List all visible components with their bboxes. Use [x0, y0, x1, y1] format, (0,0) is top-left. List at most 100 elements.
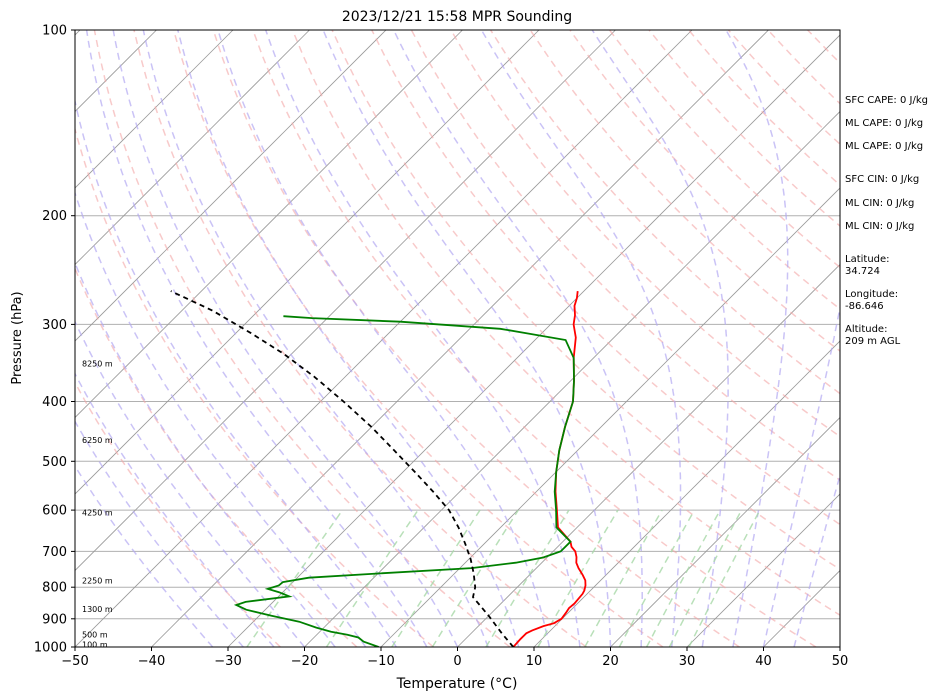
x-tick-label: −20 — [291, 654, 318, 669]
moist-adiabat-line — [591, 30, 729, 647]
moist-adiabat-line — [264, 30, 581, 647]
mixing-ratio-line — [485, 509, 570, 647]
moist-adiabat-line — [177, 30, 520, 647]
isotherm-line — [75, 30, 540, 495]
chart-title: 2023/12/21 15:58 MPR Sounding — [342, 9, 572, 25]
dry-adiabat-line — [291, 30, 840, 617]
dry-adiabat-line — [172, 30, 664, 647]
moist-adiabat-line — [217, 30, 551, 647]
sounding-lines — [170, 290, 587, 647]
y-tick-label: 100 — [42, 24, 67, 39]
y-tick-label: 300 — [42, 318, 67, 333]
y-tick-label: 600 — [42, 504, 67, 519]
y-tick-label: 700 — [42, 545, 67, 560]
moist-adiabat-line — [75, 372, 275, 647]
mixing-ratio-line — [537, 509, 619, 647]
height-label: 500 m — [82, 631, 108, 640]
moist-adiabat-line — [75, 320, 306, 647]
annotation-text: ML CAPE: 0 J/kg — [845, 141, 923, 152]
isotherm-line — [0, 30, 4, 647]
annotation-text: SFC CAPE: 0 J/kg — [845, 95, 928, 106]
dry-adiabat-line — [569, 30, 840, 310]
mixing-ratio-line — [584, 509, 663, 647]
moist-adiabat-line — [142, 30, 489, 647]
dry-adiabat-line — [410, 30, 840, 482]
mixing-ratio-line — [391, 509, 481, 647]
isotherm-line — [610, 416, 840, 647]
x-tick-label: −30 — [214, 654, 241, 669]
annotation-text: 209 m AGL — [845, 336, 901, 347]
mixing-ratio-line — [645, 509, 721, 647]
x-tick-label: −50 — [61, 654, 88, 669]
height-label: 6250 m — [82, 436, 113, 445]
moist-adiabat-line — [725, 30, 789, 647]
temperature-line — [512, 290, 587, 647]
isotherm-line — [75, 30, 310, 266]
isotherm-line — [457, 263, 840, 647]
y-tick-label: 900 — [42, 612, 67, 627]
dry-adiabat-line — [75, 381, 281, 647]
moist-adiabat-line — [480, 30, 682, 647]
moist-adiabat-line — [322, 30, 612, 647]
annotation-text: -86.646 — [845, 301, 884, 312]
dry-adiabat-line — [371, 30, 840, 526]
height-label: 100 m — [82, 640, 108, 649]
dry-adiabat-line — [529, 30, 840, 352]
moist-adiabat-line — [75, 260, 336, 647]
annotation-text: 34.724 — [845, 266, 880, 277]
height-label: 2250 m — [82, 576, 113, 585]
annotation-text: ML CAPE: 0 J/kg — [845, 118, 923, 129]
background-lines — [0, 30, 840, 647]
parcel-line — [170, 290, 514, 647]
axis-ticks: −50 −40 −30 −20 −10 0 10 20 30 40 50 100 200 300 400 50… — [34, 24, 848, 670]
mixing-ratio-line — [668, 509, 743, 647]
x-tick-label: 40 — [755, 654, 772, 669]
moist-adiabat-line — [393, 30, 643, 647]
annotation-text: Latitude: — [845, 254, 890, 265]
mixing-ratio-line — [688, 509, 761, 647]
isotherm-line — [304, 110, 840, 647]
moist-adiabat-line — [85, 30, 428, 647]
y-axis-label: Pressure (hPa) — [10, 291, 25, 384]
dry-adiabat-line — [93, 30, 511, 647]
annotation-text: ML CIN: 0 J/kg — [845, 221, 914, 232]
sounding-annotations: SFC CAPE: 0 J/kg ML CAPE: 0 J/kg ML CAPE: … — [845, 95, 928, 347]
x-tick-label: −40 — [138, 654, 165, 669]
dry-adiabat-line — [489, 30, 840, 395]
moist-adiabat-line — [75, 420, 244, 647]
height-label: 8250 m — [82, 359, 113, 368]
annotation-text: Altitude: — [845, 324, 887, 335]
x-tick-label: 50 — [832, 654, 849, 669]
dry-adiabat-line — [133, 30, 587, 647]
annotation-text: ML CIN: 0 J/kg — [845, 198, 914, 209]
moist-adiabat-line — [75, 190, 367, 647]
y-tick-label: 800 — [42, 581, 67, 596]
mixing-ratio-line — [618, 509, 696, 647]
isotherm-line — [380, 187, 840, 647]
plot-frame — [74, 29, 841, 648]
moist-adiabat-line — [75, 464, 214, 647]
isotherm-line — [227, 34, 840, 647]
isotherm-line — [533, 340, 840, 647]
height-label: 4250 m — [82, 508, 113, 517]
dry-adiabat-line — [252, 30, 817, 647]
x-tick-label: 0 — [453, 654, 461, 669]
dry-adiabat-line — [75, 126, 434, 647]
x-axis-label: Temperature (°C) — [396, 676, 518, 692]
x-tick-label: −10 — [367, 654, 394, 669]
y-tick-label: 200 — [42, 209, 67, 224]
mixing-ratio-line — [246, 509, 344, 647]
x-tick-label: 30 — [679, 654, 696, 669]
annotation-text: Longitude: — [845, 289, 898, 300]
height-label: 1300 m — [82, 605, 113, 614]
moist-adiabat-line — [112, 30, 459, 647]
isotherm-line — [686, 493, 840, 647]
moist-adiabat-line — [75, 98, 397, 647]
isotherm-line — [151, 30, 769, 647]
dewpoint-line — [233, 315, 575, 647]
y-tick-label: 500 — [42, 455, 67, 470]
y-tick-label: 400 — [42, 395, 67, 410]
mixing-ratio-line — [431, 509, 519, 647]
x-tick-label: 10 — [526, 654, 543, 669]
